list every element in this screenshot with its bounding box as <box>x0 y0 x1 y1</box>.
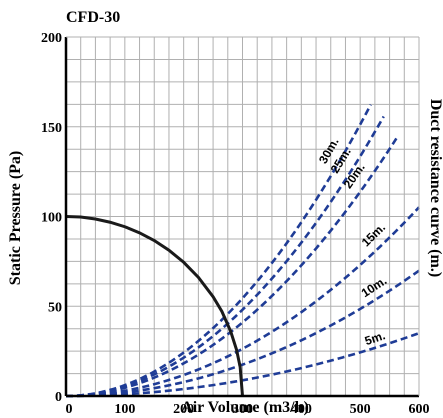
grid <box>66 37 419 396</box>
y-tick-label: 50 <box>48 300 62 315</box>
duct-curve <box>65 269 420 398</box>
duct-curve-label: 15m. <box>359 220 388 249</box>
right-axis-title: Duct resistance curve (m.) <box>427 99 443 277</box>
x-tick-label: 400 <box>291 402 312 417</box>
y-tick-label: 150 <box>41 121 62 136</box>
duct-curve-label: 10m. <box>359 273 390 300</box>
y-axis-title: Static Pressure (Pa) <box>7 151 24 285</box>
y-tick-label: 0 <box>55 390 62 405</box>
x-tick-label: 0 <box>66 402 73 417</box>
x-tick-label: 600 <box>409 402 430 417</box>
duct-curve <box>65 206 420 398</box>
y-tick-label: 200 <box>41 31 62 46</box>
x-tick-labels: 0 100 200 300 400 500 600 <box>66 402 430 417</box>
x-tick-label: 200 <box>173 402 194 417</box>
x-tick-label: 300 <box>232 402 253 417</box>
x-tick-label: 500 <box>350 402 371 417</box>
chart-title: CFD-30 <box>66 9 120 26</box>
duct-curve-label: 5m. <box>363 328 387 348</box>
duct-resistance-curves <box>65 104 420 398</box>
plot-frame <box>64 36 420 398</box>
x-tick-label: 100 <box>114 402 135 417</box>
x-axis-title: Air Volume (m3/h) <box>181 399 309 416</box>
y-tick-label: 100 <box>41 211 62 226</box>
duct-curve <box>65 115 385 398</box>
fan-curve <box>65 215 244 397</box>
y-tick-labels: 0 50 100 150 200 <box>41 31 62 405</box>
